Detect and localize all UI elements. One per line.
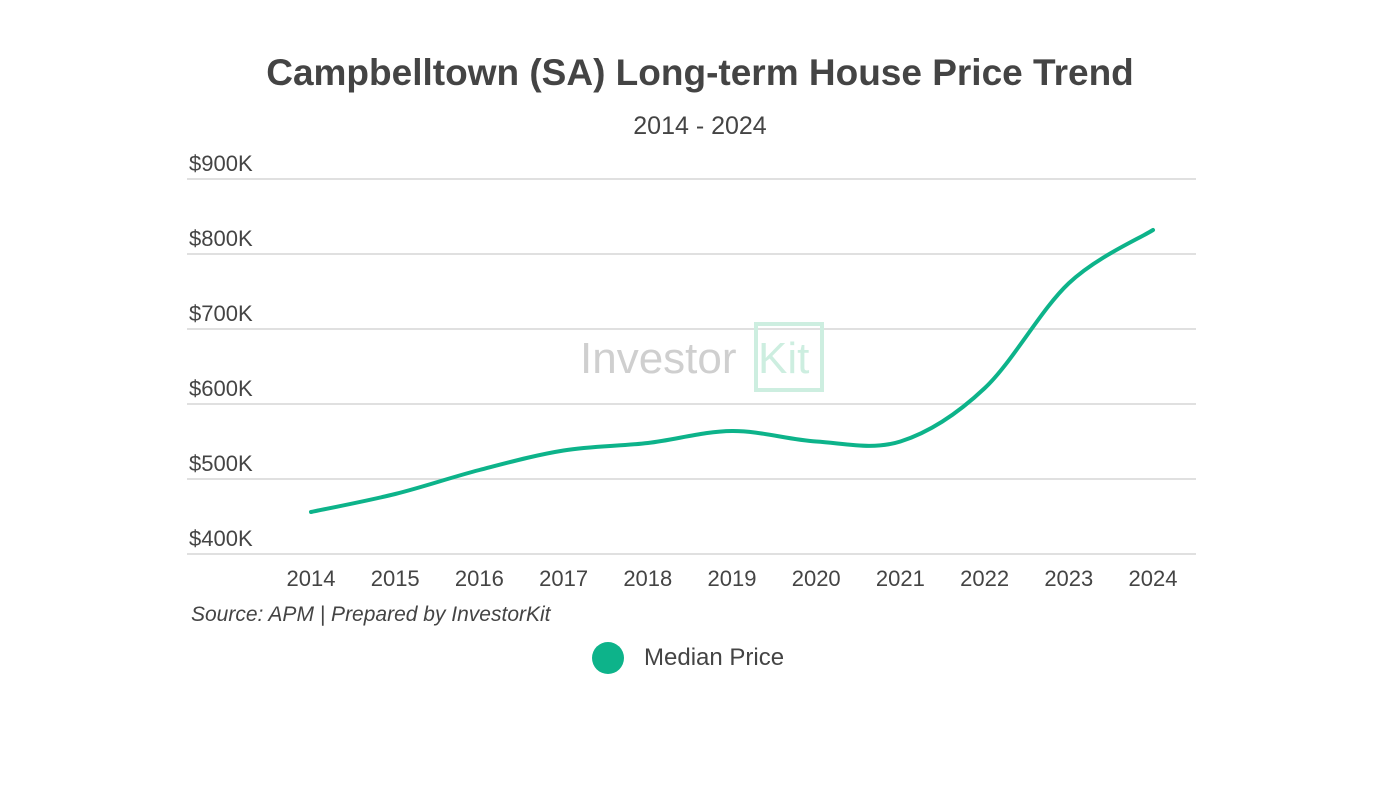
watermark-logo-kit: Kit — [758, 334, 809, 383]
x-tick-label: 2018 — [623, 566, 672, 591]
x-tick-label: 2017 — [539, 566, 588, 591]
x-tick-label: 2015 — [371, 566, 420, 591]
legend-marker — [592, 642, 624, 674]
y-tick-label: $900K — [189, 151, 253, 176]
y-tick-label: $700K — [189, 301, 253, 326]
x-tick-label: 2014 — [287, 566, 336, 591]
y-tick-label: $800K — [189, 226, 253, 251]
x-tick-label: 2020 — [792, 566, 841, 591]
series-line-median-price — [309, 228, 1155, 514]
legend-label: Median Price — [644, 644, 785, 671]
y-tick-label: $600K — [189, 376, 253, 401]
x-tick-label: 2022 — [960, 566, 1009, 591]
watermark-logo-box — [754, 322, 824, 392]
chart-subtitle: 2014 - 2024 — [633, 112, 767, 140]
source-note: Source: APM | Prepared by InvestorKit — [191, 603, 551, 626]
x-tick-label: 2024 — [1129, 566, 1178, 591]
watermark-logo: Investor — [580, 334, 737, 383]
x-tick-label: 2021 — [876, 566, 925, 591]
legend: Median Price — [592, 642, 784, 674]
x-tick-label: 2023 — [1044, 566, 1093, 591]
x-tick-label: 2019 — [708, 566, 757, 591]
y-tick-label: $400K — [189, 526, 253, 551]
y-tick-label: $500K — [189, 451, 253, 476]
x-tick-label: 2016 — [455, 566, 504, 591]
chart-title: Campbelltown (SA) Long-term House Price … — [266, 52, 1134, 93]
